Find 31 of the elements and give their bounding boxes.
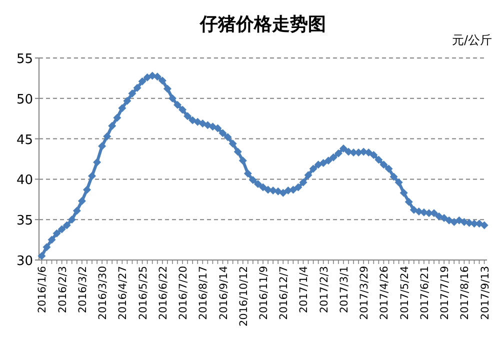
- x-tick-label: 2016/10/12: [238, 266, 250, 327]
- x-tick-label: 2016/5/25: [137, 266, 150, 320]
- x-tick-label: 2017/6/21: [418, 266, 431, 320]
- x-tick-label: 2016/6/22: [157, 266, 170, 320]
- x-tick-label: 2016/3/30: [97, 266, 110, 320]
- y-tick-label: 45: [16, 132, 33, 148]
- y-tick-label: 55: [16, 52, 33, 67]
- x-tick-label: 2017/8/16: [459, 266, 472, 320]
- x-tick-label: 2016/7/20: [178, 266, 190, 320]
- x-tick-label: 2016/12/7: [278, 266, 290, 320]
- y-tick-label: 50: [16, 92, 33, 108]
- x-tick-label: 2017/4/26: [378, 266, 391, 320]
- x-tick-label: 2017/3/29: [358, 266, 371, 320]
- x-tick-label: 2016/9/14: [218, 266, 230, 320]
- y-tick-label: 30: [16, 254, 33, 269]
- y-axis-title: 元/公斤: [452, 33, 492, 47]
- x-tick-label: 2016/1/6: [36, 266, 49, 314]
- x-tick-label: 2016/8/17: [198, 266, 210, 320]
- x-tick-label: 2016/11/9: [258, 266, 270, 320]
- y-tick-label: 40: [16, 173, 33, 188]
- chart-title: 仔猪价格走势图: [199, 14, 326, 35]
- x-tick-label: 2017/9/13: [479, 266, 492, 320]
- x-tick-label: 2017/2/3: [318, 266, 330, 314]
- x-tick-label: 2017/1/4: [298, 266, 310, 314]
- x-tick-label: 2017/7/19: [439, 266, 452, 320]
- x-tick-label: 2016/2/3: [56, 266, 69, 314]
- x-tick-label: 2017/5/24: [398, 266, 411, 320]
- y-tick-label: 35: [16, 214, 33, 229]
- x-tick-label: 2016/4/27: [117, 266, 130, 320]
- x-tick-label: 2017/3/1: [338, 266, 350, 314]
- x-tick-label: 2016/3/2: [76, 266, 89, 314]
